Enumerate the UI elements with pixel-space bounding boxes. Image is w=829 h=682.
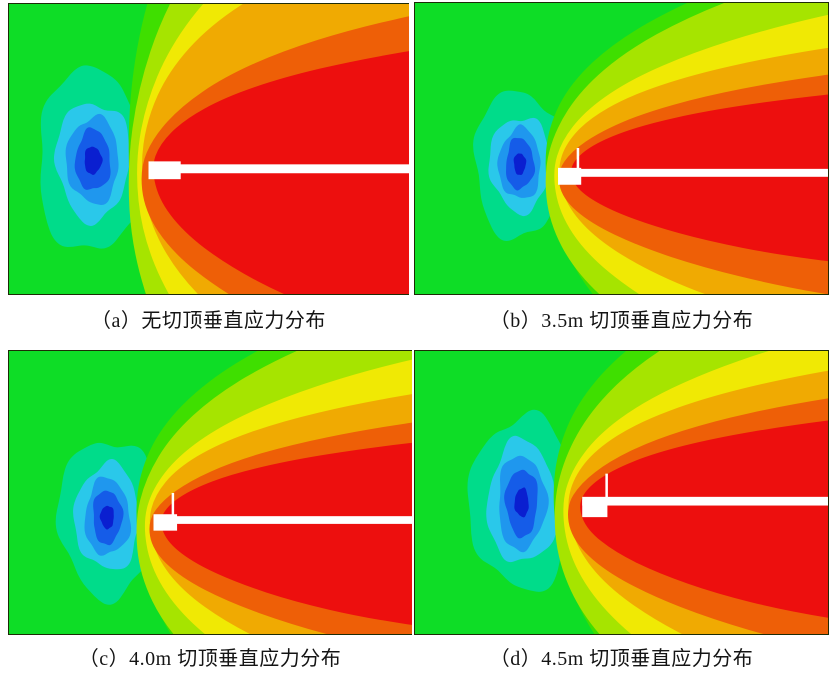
roof-cut-slit: [171, 492, 175, 517]
contour-panel-a: [8, 3, 409, 295]
stress-band: [161, 442, 412, 625]
contour-panel-c: [8, 350, 412, 635]
stress-relief-ring: [514, 487, 529, 518]
stress-band: [580, 420, 828, 618]
stress-band: [571, 94, 828, 262]
roadway-seam: [582, 496, 828, 506]
caption-d: （d）4.5m 切顶垂直应力分布: [489, 648, 754, 670]
caption-a: （a）无切顶垂直应力分布: [91, 310, 326, 332]
stress-relief-ring: [513, 153, 527, 175]
stress-contour-svg: [9, 4, 409, 294]
roadway-opening: [582, 499, 608, 518]
roadway-opening: [153, 514, 178, 531]
caption-c: （c）4.0m 切顶垂直应力分布: [78, 648, 342, 670]
roadway-opening: [558, 167, 582, 185]
roadway-seam: [148, 164, 409, 174]
stress-contour-svg: [415, 3, 828, 294]
roadway-seam: [153, 516, 412, 524]
stress-relief-ring: [99, 505, 114, 530]
roof-cut-slit: [605, 473, 608, 501]
stress-contour-svg: [9, 351, 412, 634]
roof-cut-slit: [576, 148, 580, 169]
stress-contour-svg: [415, 351, 828, 634]
contour-panel-b: [414, 2, 829, 295]
roadway-opening: [148, 161, 181, 180]
caption-b: （b）3.5m 切顶垂直应力分布: [489, 310, 754, 332]
roadway-seam: [558, 168, 828, 177]
stress-relief-ring: [84, 146, 103, 175]
contour-panel-d: [414, 350, 829, 635]
